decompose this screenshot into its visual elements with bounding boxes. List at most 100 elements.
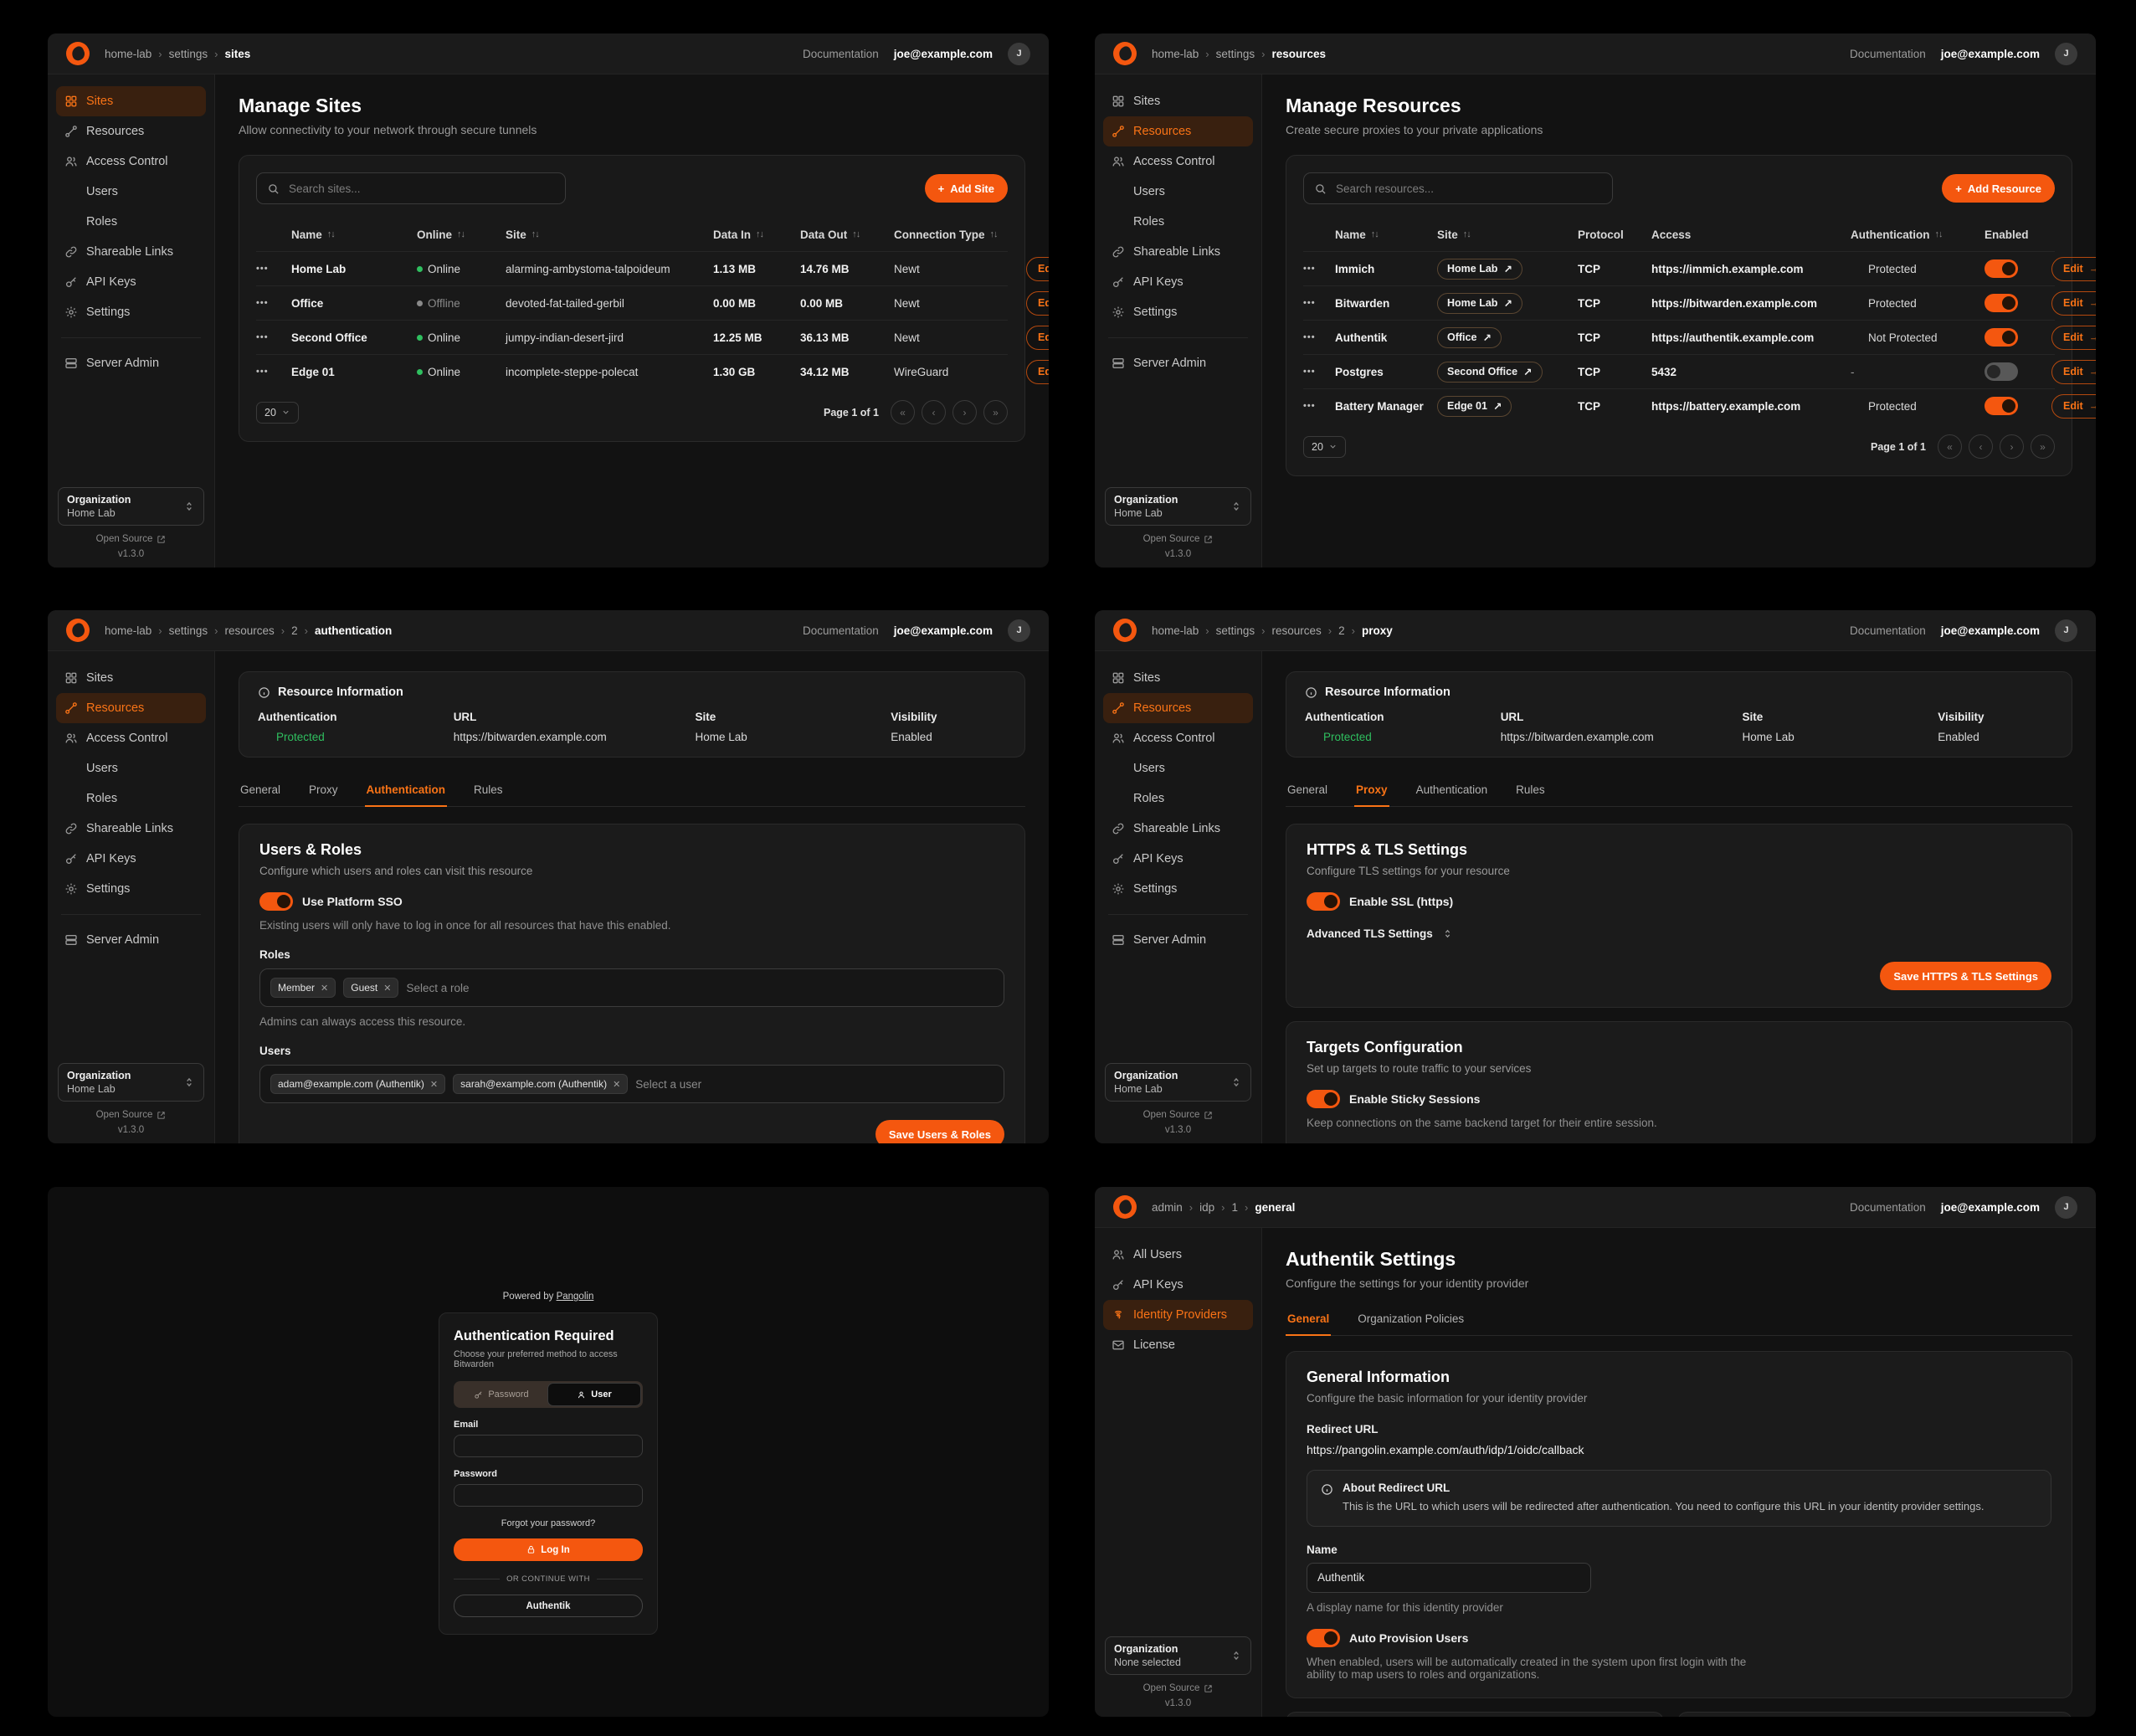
breadcrumb-resources[interactable]: resources [224,624,275,637]
sidebar-item-resources[interactable]: Resources [56,116,206,146]
sidebar-item-sites[interactable]: Sites [56,663,206,693]
log-in-button[interactable]: Log In [454,1538,643,1561]
tab-proxy[interactable]: Proxy [309,783,338,796]
first-page-button[interactable]: « [891,400,915,424]
avatar[interactable]: J [1008,619,1030,642]
email-field[interactable] [454,1435,643,1457]
sidebar-item-access-control[interactable]: Access Control [1103,723,1253,753]
prev-page-button[interactable]: ‹ [922,400,946,424]
first-page-button[interactable]: « [1938,434,1962,459]
sidebar-item-sites[interactable]: Sites [1103,663,1253,693]
sidebar-item-all-users[interactable]: All Users [1103,1240,1253,1270]
sidebar-item-api-keys[interactable]: API Keys [1103,267,1253,297]
search-input[interactable] [1303,172,1613,204]
copy-icon[interactable] [1592,1444,1604,1456]
sidebar-item-api-keys[interactable]: API Keys [56,267,206,297]
user-email[interactable]: joe@example.com [893,624,993,637]
avatar[interactable]: J [2055,1195,2077,1219]
edit-button[interactable]: Edit→ [1026,290,1049,316]
role-chip[interactable]: Guest ✕ [343,978,399,998]
column-data-in[interactable]: Data In ↑↓ [713,228,764,241]
avatar[interactable]: J [1008,42,1030,65]
sidebar-item-roles[interactable]: Roles [86,215,118,229]
pangolin-logo-icon[interactable] [66,619,90,642]
documentation-link[interactable]: Documentation [802,47,879,60]
row-menu-button[interactable]: ••• [1303,401,1316,411]
edit-button[interactable]: Edit→ [2051,290,2096,316]
tab-general[interactable]: General [240,783,281,796]
save-https-tls-button[interactable]: Save HTTPS & TLS Settings [1880,962,2051,990]
enabled-toggle[interactable] [1985,259,2018,278]
sidebar-item-users[interactable]: Users [1103,177,1253,207]
avatar[interactable]: J [2055,619,2077,642]
site-link[interactable]: Second Office ↗ [1437,361,1543,383]
sidebar-item-users[interactable]: Users [56,177,206,207]
row-menu-button[interactable]: ••• [256,264,269,274]
copy-icon[interactable] [1822,297,1834,309]
sidebar-item-users[interactable]: Users [1103,753,1253,783]
pangolin-link[interactable]: Pangolin [556,1292,594,1302]
last-page-button[interactable]: » [2031,434,2055,459]
enabled-toggle[interactable] [1985,397,2018,415]
role-chip[interactable]: Member ✕ [270,978,336,998]
pangolin-logo-icon[interactable] [1113,1195,1137,1219]
copy-icon[interactable] [1819,331,1830,343]
column-access[interactable]: Access [1651,228,1692,241]
sidebar-item-license[interactable]: License [1103,1330,1253,1360]
tab-organization-policies[interactable]: Organization Policies [1358,1312,1465,1325]
enable-ssl-toggle[interactable] [1307,892,1340,911]
copy-icon[interactable] [1660,732,1671,743]
breadcrumb-idp-id[interactable]: 1 [1231,1200,1238,1214]
users-multiselect[interactable]: adam@example.com (Authentik) ✕ sarah@exam… [259,1065,1004,1103]
sidebar-item-api-keys[interactable]: API Keys [56,844,206,874]
open-source-link[interactable]: Open Source [1105,1683,1251,1693]
site-link[interactable]: Edge 01 ↗ [1437,395,1512,417]
sidebar-item-server-admin[interactable]: Server Admin [1103,925,1253,955]
breadcrumb-settings[interactable]: settings [168,624,208,637]
password-field[interactable] [454,1484,643,1507]
user-email[interactable]: joe@example.com [893,47,993,60]
row-menu-button[interactable]: ••• [256,367,269,377]
column-site[interactable]: Site ↑↓ [506,228,540,241]
sidebar-item-shareable-links[interactable]: Shareable Links [56,237,206,267]
roles-multiselect[interactable]: Member ✕ Guest ✕ Select a role [259,968,1004,1007]
auto-provision-toggle[interactable] [1307,1628,1340,1647]
sidebar-item-server-admin[interactable]: Server Admin [56,348,206,378]
column-online[interactable]: Online ↑↓ [417,228,465,241]
breadcrumb-org[interactable]: home-lab [1152,47,1199,60]
sidebar-item-settings[interactable]: Settings [1103,874,1253,904]
sidebar-item-api-keys[interactable]: API Keys [1103,1270,1253,1300]
remove-chip-icon[interactable]: ✕ [429,1079,439,1090]
tab-authentication[interactable]: Authentication [1415,783,1488,796]
breadcrumb-settings[interactable]: settings [168,47,208,60]
row-menu-button[interactable]: ••• [1303,367,1316,377]
edit-button[interactable]: Edit→ [2051,256,2096,281]
copy-icon[interactable] [1809,263,1820,275]
organization-select[interactable]: Organization Home Lab [1105,1063,1251,1102]
documentation-link[interactable]: Documentation [1849,47,1926,60]
prev-page-button[interactable]: ‹ [1969,434,1993,459]
add-resource-button[interactable]: + Add Resource [1942,174,2055,203]
sidebar-item-users[interactable]: Users [56,753,206,783]
sidebar-item-roles[interactable]: Roles [1133,792,1165,805]
copy-icon[interactable] [613,732,624,743]
sidebar-item-access-control[interactable]: Access Control [1103,146,1253,177]
sidebar-item-server-admin[interactable]: Server Admin [56,925,206,955]
open-source-link[interactable]: Open Source [58,1110,204,1120]
open-source-link[interactable]: Open Source [58,534,204,544]
eye-icon[interactable] [625,1488,635,1498]
enabled-toggle[interactable] [1985,294,2018,312]
organization-select[interactable]: Organization Home Lab [58,487,204,526]
sidebar-item-sites[interactable]: Sites [1103,86,1253,116]
column-site[interactable]: Site ↑↓ [1437,228,1471,241]
pangolin-logo-icon[interactable] [66,42,90,65]
breadcrumb-settings[interactable]: settings [1215,47,1255,60]
advanced-tls-expander[interactable]: Advanced TLS Settings [1307,927,2051,940]
column-authentication[interactable]: Authentication ↑↓ [1851,228,1943,241]
breadcrumb-resources[interactable]: resources [1271,624,1322,637]
documentation-link[interactable]: Documentation [1849,624,1926,637]
breadcrumb-resource-id[interactable]: 2 [291,624,298,637]
add-site-button[interactable]: + Add Site [924,174,1008,203]
sidebar-item-shareable-links[interactable]: Shareable Links [56,814,206,844]
row-menu-button[interactable]: ••• [1303,264,1316,274]
